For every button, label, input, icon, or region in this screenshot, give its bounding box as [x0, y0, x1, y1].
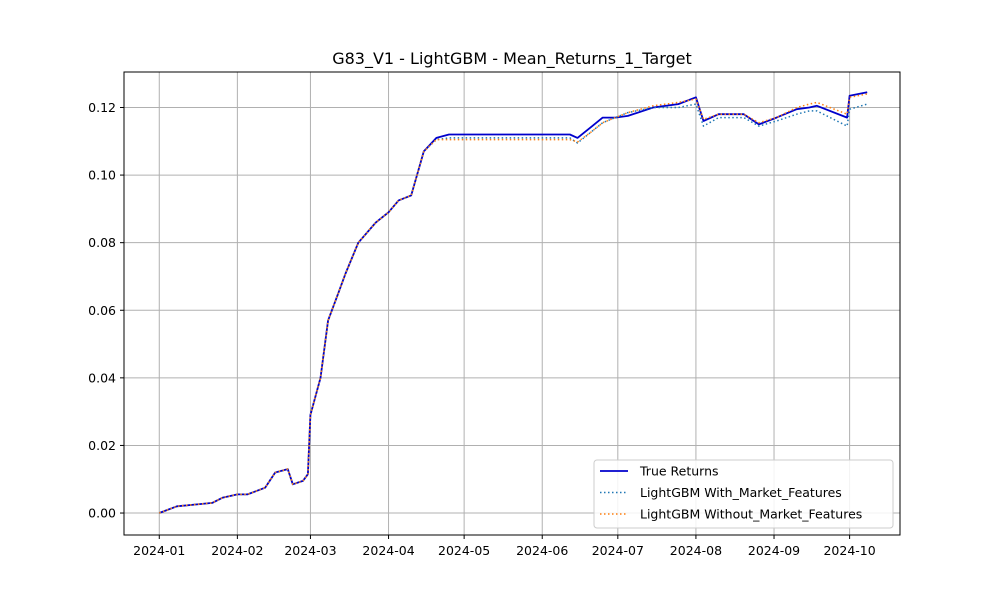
- y-tick-label: 0.12: [88, 100, 116, 115]
- y-tick-label: 0.02: [88, 438, 116, 453]
- series-line-1: [159, 103, 868, 514]
- legend: True Returns LightGBM With_Market_Feature…: [593, 459, 894, 529]
- legend-label: LightGBM Without_Market_Features: [640, 507, 862, 522]
- y-tick-label: 0.00: [88, 506, 116, 521]
- x-tick-label: 2024-05: [438, 543, 490, 558]
- y-tick-label: 0.08: [88, 235, 116, 250]
- series-line-2: [159, 93, 868, 514]
- x-tick-label: 2024-02: [211, 543, 263, 558]
- x-tick-label: 2024-04: [362, 543, 414, 558]
- y-axis: 0.00 0.02 0.04 0.06 0.08 0.10 0.12: [88, 100, 124, 521]
- x-tick-label: 2024-10: [823, 543, 875, 558]
- x-tick-label: 2024-08: [670, 543, 722, 558]
- x-tick-label: 2024-09: [748, 543, 800, 558]
- series-layer: [158, 91, 868, 514]
- legend-label: LightGBM With_Market_Features: [640, 485, 842, 500]
- plot-frame: [123, 71, 901, 536]
- legend-label: True Returns: [639, 464, 719, 479]
- y-tick-label: 0.10: [88, 168, 116, 183]
- y-tick-label: 0.04: [88, 370, 116, 385]
- x-axis: 2024-01 2024-02 2024-03 2024-04 2024-05 2024-…: [133, 535, 876, 558]
- series-line-0: [158, 91, 868, 514]
- y-tick-label: 0.06: [88, 303, 116, 318]
- x-tick-label: 2024-01: [133, 543, 185, 558]
- grid: [124, 72, 900, 535]
- x-tick-label: 2024-07: [592, 543, 644, 558]
- chart-title: G83_V1 - LightGBM - Mean_Returns_1_Targe…: [332, 49, 692, 69]
- x-tick-label: 2024-06: [516, 543, 568, 558]
- x-tick-label: 2024-03: [284, 543, 336, 558]
- legend-box: [593, 459, 894, 529]
